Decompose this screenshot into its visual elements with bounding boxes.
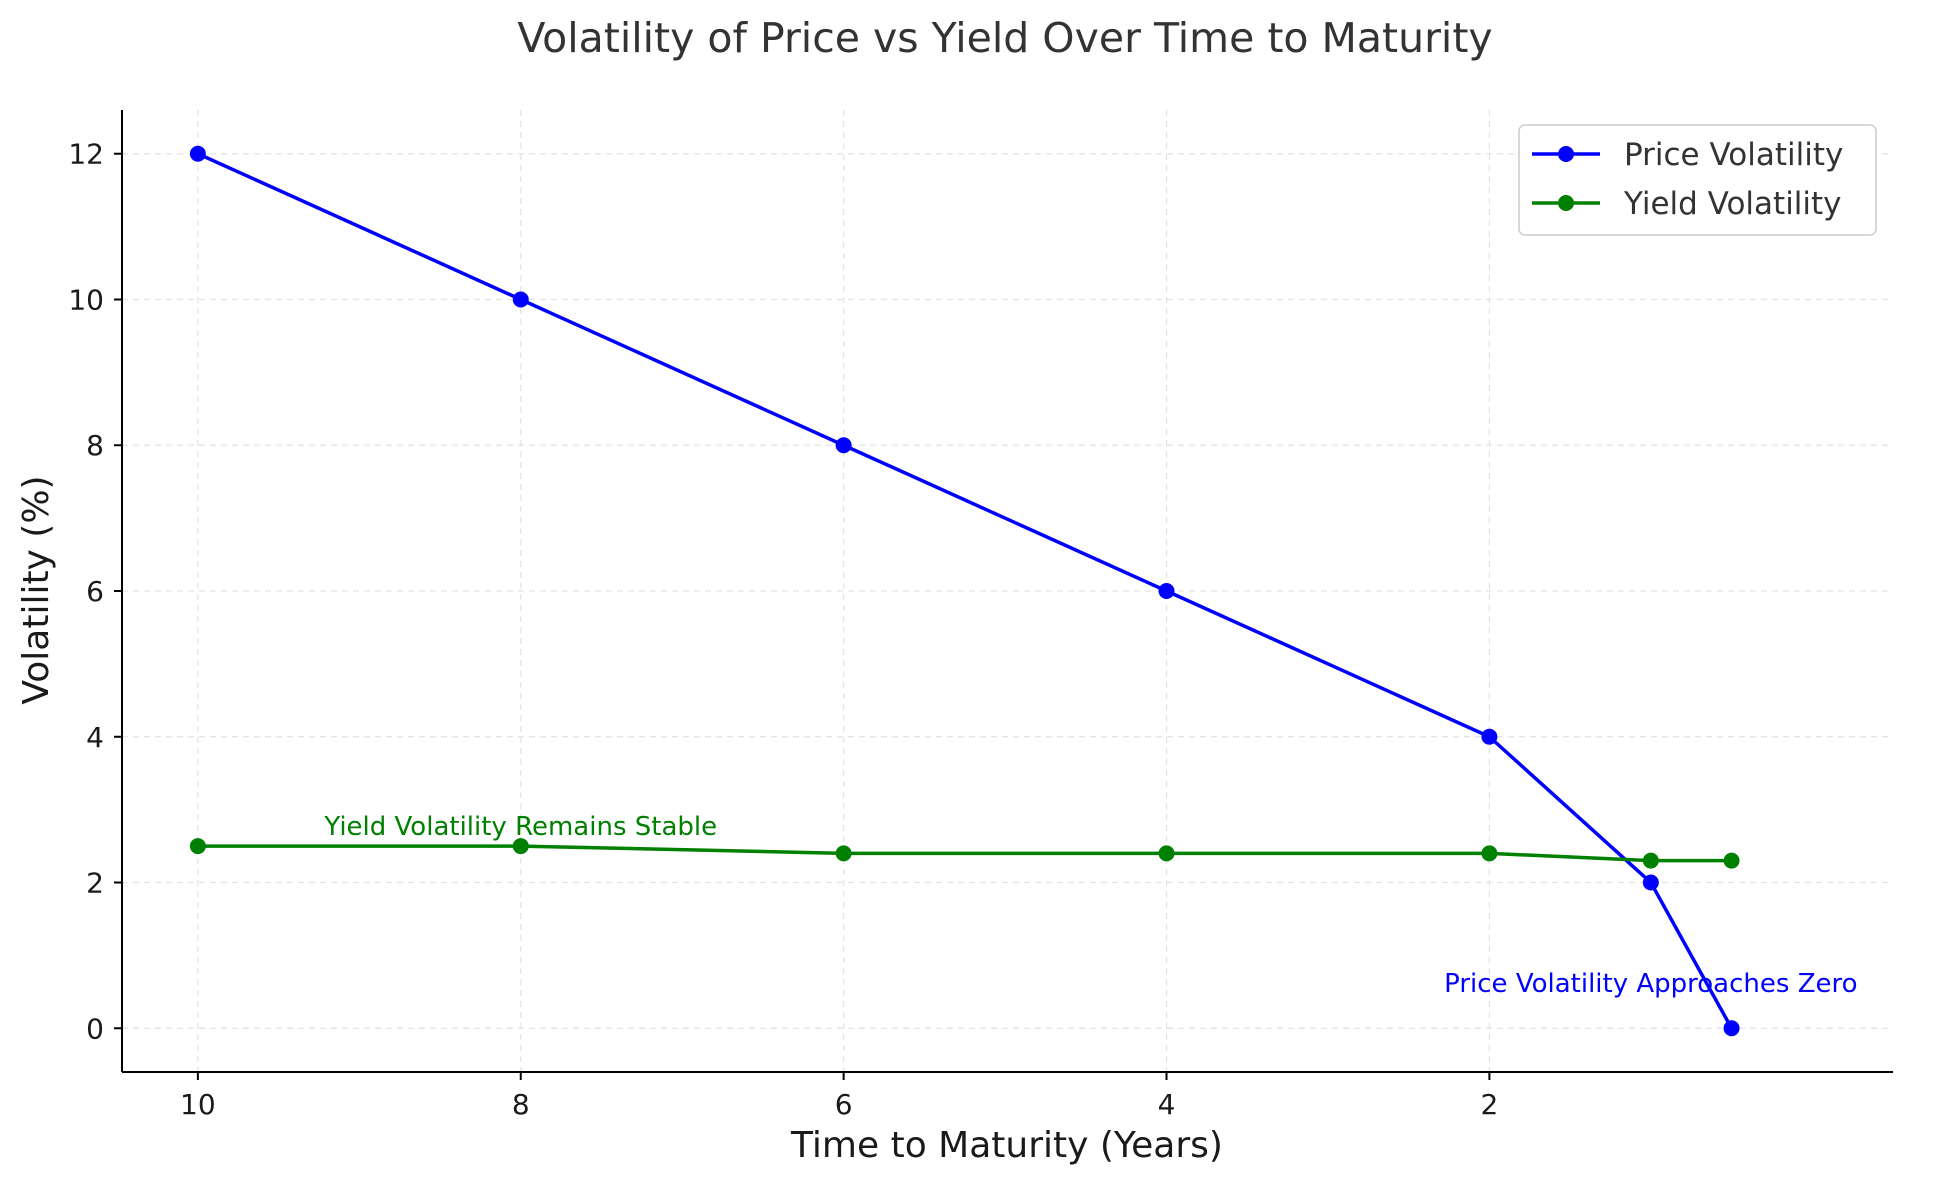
legend: Price Volatility Yield Volatility [1518,124,1877,236]
data-point [1642,874,1659,891]
data-point [189,838,206,855]
legend-marker-yield [1558,195,1574,211]
data-point [512,838,529,855]
data-point [1481,845,1498,862]
series-price [189,145,1740,1037]
series-layer [189,145,1740,1037]
data-point [1158,583,1175,599]
series-yield [189,838,1740,869]
y-tick-label: 4 [86,721,104,754]
data-point [1723,852,1740,869]
chart-title: Volatility of Price vs Yield Over Time t… [517,14,1492,62]
grid [122,110,1893,1072]
y-tick-label: 10 [68,283,104,316]
x-tick-label: 8 [512,1088,530,1121]
x-axis-label: Time to Maturity (Years) [790,1125,1223,1166]
legend-label-yield: Yield Volatility [1623,186,1842,222]
y-tick-label: 8 [86,429,104,462]
data-point [189,145,206,162]
data-point [1723,1020,1740,1037]
y-axis-label: Volatility (%) [16,475,57,704]
y-tick-label: 0 [86,1012,104,1045]
x-tick-label: 2 [1480,1088,1498,1121]
legend-box [1518,124,1877,236]
y-tick-label: 12 [68,138,104,171]
y-tick-label: 2 [86,867,104,900]
data-point [1642,852,1659,869]
legend-marker-price [1558,146,1574,162]
x-ticks: 10 8 6 4 2 [180,1072,1498,1121]
annotation: Yield Volatility Remains Stable [323,812,717,842]
data-point [835,437,852,454]
legend-label-price: Price Volatility [1624,137,1843,173]
y-tick-label: 6 [86,575,104,608]
x-tick-label: 4 [1158,1088,1176,1121]
data-point [1158,845,1175,862]
data-point [512,291,529,308]
x-tick-label: 6 [835,1088,853,1121]
data-point [835,845,852,862]
y-ticks: 0 2 4 6 8 10 12 [68,138,122,1045]
annotation: Price Volatility Approaches Zero [1444,969,1857,999]
data-point [1481,728,1498,745]
x-tick-label: 10 [180,1088,216,1121]
annotations: Yield Volatility Remains Stable Price Vol… [323,812,1857,999]
